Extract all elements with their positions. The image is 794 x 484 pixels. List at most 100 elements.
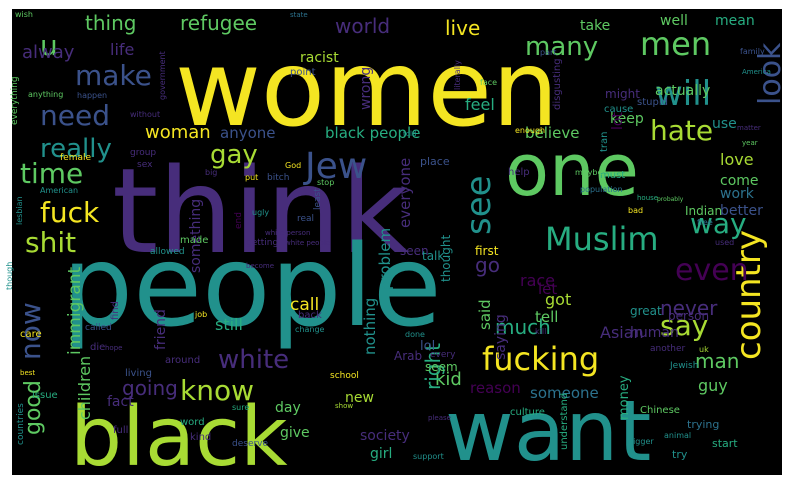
word-cloud-word: many xyxy=(525,32,598,62)
word-cloud-word: white person xyxy=(265,229,310,237)
word-cloud-word: Muslim xyxy=(545,220,659,258)
word-cloud-word: lesbian xyxy=(15,196,24,225)
word-cloud-word: wish xyxy=(15,10,33,19)
word-cloud-word: one xyxy=(505,128,639,212)
word-cloud-word: become xyxy=(246,262,274,270)
word-cloud-word: someone xyxy=(530,384,599,402)
word-cloud-word: nothing xyxy=(361,298,379,355)
word-cloud-word: thought xyxy=(439,235,453,282)
word-cloud-word: big xyxy=(205,168,217,177)
word-cloud-word: made xyxy=(180,235,208,246)
word-cloud-word: will xyxy=(655,74,711,114)
word-cloud-word: let xyxy=(538,280,557,298)
word-cloud-word: kind xyxy=(190,432,211,443)
word-cloud-word: look xyxy=(753,42,788,105)
word-cloud-word: alway xyxy=(22,42,75,63)
word-cloud-word: make xyxy=(75,59,152,92)
word-cloud-word: know xyxy=(180,374,254,407)
word-cloud-word: still xyxy=(215,315,243,334)
word-cloud-word: bitch xyxy=(267,173,289,183)
word-cloud-word: sex xyxy=(137,160,153,170)
word-cloud-word: people xyxy=(62,222,442,352)
word-cloud-word: happen xyxy=(77,91,107,100)
word-cloud-word: much xyxy=(495,315,551,339)
word-cloud-word: cause xyxy=(604,104,633,115)
word-cloud-word: well xyxy=(660,13,688,29)
word-cloud-word: sure xyxy=(232,403,249,412)
word-cloud-word: government xyxy=(158,51,167,100)
word-cloud-word: fuck xyxy=(40,196,100,229)
word-cloud-word: every xyxy=(430,350,456,360)
word-cloud-word: job xyxy=(194,310,207,319)
word-cloud-word: matter xyxy=(737,124,761,132)
word-cloud-word: animal xyxy=(664,431,691,440)
word-cloud-word: world xyxy=(335,14,390,38)
word-cloud-word: great xyxy=(630,304,662,318)
word-cloud-word: want xyxy=(445,382,651,480)
word-cloud-word: seen xyxy=(400,244,429,258)
word-cloud-word: reason xyxy=(470,379,521,397)
word-cloud-word: time xyxy=(20,157,83,190)
word-cloud-word: must xyxy=(600,170,625,181)
word-cloud-word: shit xyxy=(25,226,76,259)
word-cloud-word: anything xyxy=(28,90,63,99)
word-cloud-word: die xyxy=(90,342,105,353)
word-cloud-word: group xyxy=(130,148,156,158)
word-cloud-word: racist xyxy=(300,50,339,66)
word-cloud-word: lol xyxy=(420,339,435,354)
word-cloud-word: year xyxy=(742,139,758,147)
word-cloud-word: issue xyxy=(32,390,58,401)
word-cloud-word: point xyxy=(290,67,316,78)
word-cloud-word: another xyxy=(650,344,685,354)
word-cloud-word: need xyxy=(40,99,110,132)
word-cloud-word: everything xyxy=(10,76,20,125)
word-cloud-word: hope xyxy=(105,344,122,352)
word-cloud-word: seem xyxy=(425,360,458,374)
word-cloud-word: new xyxy=(345,390,374,406)
word-cloud-word: friend xyxy=(153,309,169,350)
word-cloud-word: without xyxy=(130,110,160,119)
word-cloud-word: free xyxy=(697,218,713,227)
word-cloud-word: find xyxy=(110,301,121,320)
word-cloud-word: never xyxy=(660,296,718,320)
word-cloud-word: stupid xyxy=(637,97,668,108)
word-cloud-word: good xyxy=(21,380,46,435)
word-cloud-word: end xyxy=(234,212,244,229)
word-cloud-word: put xyxy=(245,173,258,182)
word-cloud-word: America xyxy=(742,68,771,76)
word-cloud-word: black people xyxy=(325,124,420,142)
word-cloud-word: white xyxy=(218,345,289,375)
word-cloud-word: actually xyxy=(655,83,710,99)
word-cloud-word: feel xyxy=(465,95,495,114)
word-cloud-word: support xyxy=(413,452,444,461)
word-cloud-word: person xyxy=(668,309,709,323)
word-cloud-word: country xyxy=(729,230,769,360)
word-cloud-word: school xyxy=(330,371,359,381)
word-cloud-word: something xyxy=(188,199,204,273)
word-cloud-word: believe xyxy=(525,124,579,142)
word-cloud-word: going xyxy=(122,376,178,400)
word-cloud-word: probably xyxy=(657,196,684,203)
word-cloud-word: go xyxy=(475,253,500,277)
word-cloud-word: way xyxy=(690,207,747,240)
word-cloud-word: real xyxy=(297,214,314,224)
word-cloud-word: help xyxy=(508,167,530,178)
word-cloud-word: getting xyxy=(246,238,278,248)
word-cloud-word: face xyxy=(480,78,497,87)
word-cloud-word: ugly xyxy=(252,208,269,217)
word-cloud-word: got xyxy=(545,290,571,309)
word-cloud-word: think xyxy=(112,142,409,280)
word-cloud-word: come xyxy=(720,173,759,189)
word-cloud-word: mean xyxy=(715,13,755,29)
word-cloud-word: work xyxy=(720,186,755,202)
word-cloud-word: kid xyxy=(435,369,462,390)
word-cloud-word: first xyxy=(475,244,499,258)
word-cloud-word: Asian xyxy=(600,323,644,342)
word-cloud-word: fucking xyxy=(482,340,599,378)
word-cloud-word: woman xyxy=(145,122,211,143)
word-cloud-word: live xyxy=(445,16,480,40)
word-cloud-word: better xyxy=(720,203,763,219)
word-cloud-word: u xyxy=(40,29,58,62)
